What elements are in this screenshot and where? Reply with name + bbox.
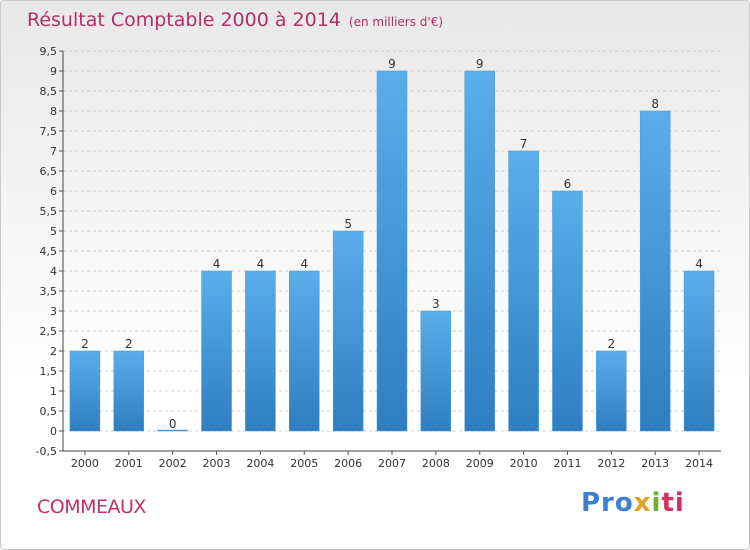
y-tick-label: 9 — [50, 65, 57, 78]
data-label: 9 — [388, 57, 396, 71]
data-label: 7 — [520, 137, 528, 151]
logo-part-1: Pro — [581, 488, 634, 518]
bar — [332, 230, 364, 432]
data-label: 9 — [476, 57, 484, 71]
data-label: 4 — [257, 257, 265, 271]
bar — [683, 270, 715, 432]
y-tick-label: 0,5 — [40, 405, 58, 418]
y-tick-label: 4 — [50, 265, 57, 278]
data-label: 4 — [695, 257, 703, 271]
y-tick-label: 2 — [50, 345, 57, 358]
data-labels: 2 2 0 4 4 4 5 9 3 9 7 6 2 8 4 — [81, 57, 703, 431]
y-tick-label: 3 — [50, 305, 57, 318]
x-tick-label: 2007 — [378, 457, 406, 470]
data-label: 3 — [432, 297, 440, 311]
bar — [201, 270, 232, 432]
y-tick-label: 2,5 — [40, 325, 58, 338]
y-tick-label: 7 — [50, 145, 57, 158]
x-tick-label: 2004 — [246, 457, 274, 470]
x-tick-label: 2011 — [553, 457, 581, 470]
bar — [596, 350, 627, 432]
x-tick-label: 2005 — [290, 457, 318, 470]
y-tick-label: 6,5 — [40, 165, 58, 178]
x-tick-label: 2006 — [334, 457, 362, 470]
bar — [552, 190, 583, 432]
bar — [464, 70, 495, 432]
x-tick-label: 2012 — [597, 457, 625, 470]
commune-name: COMMEAUX — [37, 496, 146, 518]
bar — [420, 310, 452, 432]
x-tick-label: 2013 — [641, 457, 669, 470]
data-label: 2 — [81, 337, 89, 351]
axes — [62, 51, 721, 455]
logo-part-2: x — [633, 488, 652, 518]
x-tick-label: 2001 — [115, 457, 143, 470]
y-tick-labels: -0,5 0 0,5 1 1,5 2 2,5 3 3,5 4 4,5 5 5,5 6 6,5 7 7,5 8 8,5… — [36, 45, 57, 458]
x-tick-labels: 2000 2001 2002 2003 2004 2005 2006 2007 2008 2009… — [71, 457, 713, 470]
y-tick-label: 3,5 — [40, 285, 58, 298]
bar — [157, 429, 188, 432]
x-tick-label: 2008 — [422, 457, 450, 470]
y-tick-label: 0 — [50, 425, 57, 438]
x-tick-label: 2009 — [466, 457, 494, 470]
x-tick-label: 2000 — [71, 457, 99, 470]
y-tick-label: -0,5 — [36, 445, 57, 458]
y-tick-label: 4,5 — [40, 245, 58, 258]
y-tick-label: 1,5 — [40, 365, 58, 378]
data-label: 5 — [344, 217, 352, 231]
bars — [69, 70, 715, 432]
data-label: 4 — [213, 257, 221, 271]
bar — [113, 350, 145, 432]
data-label: 2 — [125, 337, 133, 351]
y-tick-label: 8,5 — [40, 85, 58, 98]
bar — [245, 270, 276, 432]
data-label: 2 — [608, 337, 616, 351]
y-tick-label: 8 — [50, 105, 57, 118]
x-tick-label: 2002 — [159, 457, 187, 470]
bar — [69, 350, 101, 432]
y-tick-label: 1 — [50, 385, 57, 398]
y-tick-label: 9,5 — [40, 45, 58, 58]
data-label: 6 — [564, 177, 572, 191]
chart-title: Résultat Comptable 2000 à 2014 (en millie… — [27, 9, 443, 31]
bar — [289, 270, 320, 432]
logo-part-3: i — [651, 488, 662, 518]
logo-part-4: ti — [661, 488, 685, 518]
y-tick-label: 5,5 — [40, 205, 58, 218]
x-tick-label: 2010 — [510, 457, 538, 470]
data-label: 0 — [169, 417, 177, 431]
data-label: 8 — [651, 97, 659, 111]
data-label: 4 — [300, 257, 308, 271]
y-tick-label: 6 — [50, 185, 57, 198]
proxiti-logo[interactable]: Proxiti — [581, 488, 685, 518]
y-tick-label: 7,5 — [40, 125, 58, 138]
x-tick-label: 2003 — [203, 457, 231, 470]
x-tick-label: 2014 — [685, 457, 713, 470]
y-tick-label: 5 — [50, 225, 57, 238]
bar — [376, 70, 408, 432]
chart-title-main: Résultat Comptable 2000 à 2014 — [27, 9, 341, 31]
chart-title-subtitle: (en milliers d'€) — [348, 15, 444, 29]
bar — [508, 150, 539, 432]
bar — [639, 110, 671, 432]
